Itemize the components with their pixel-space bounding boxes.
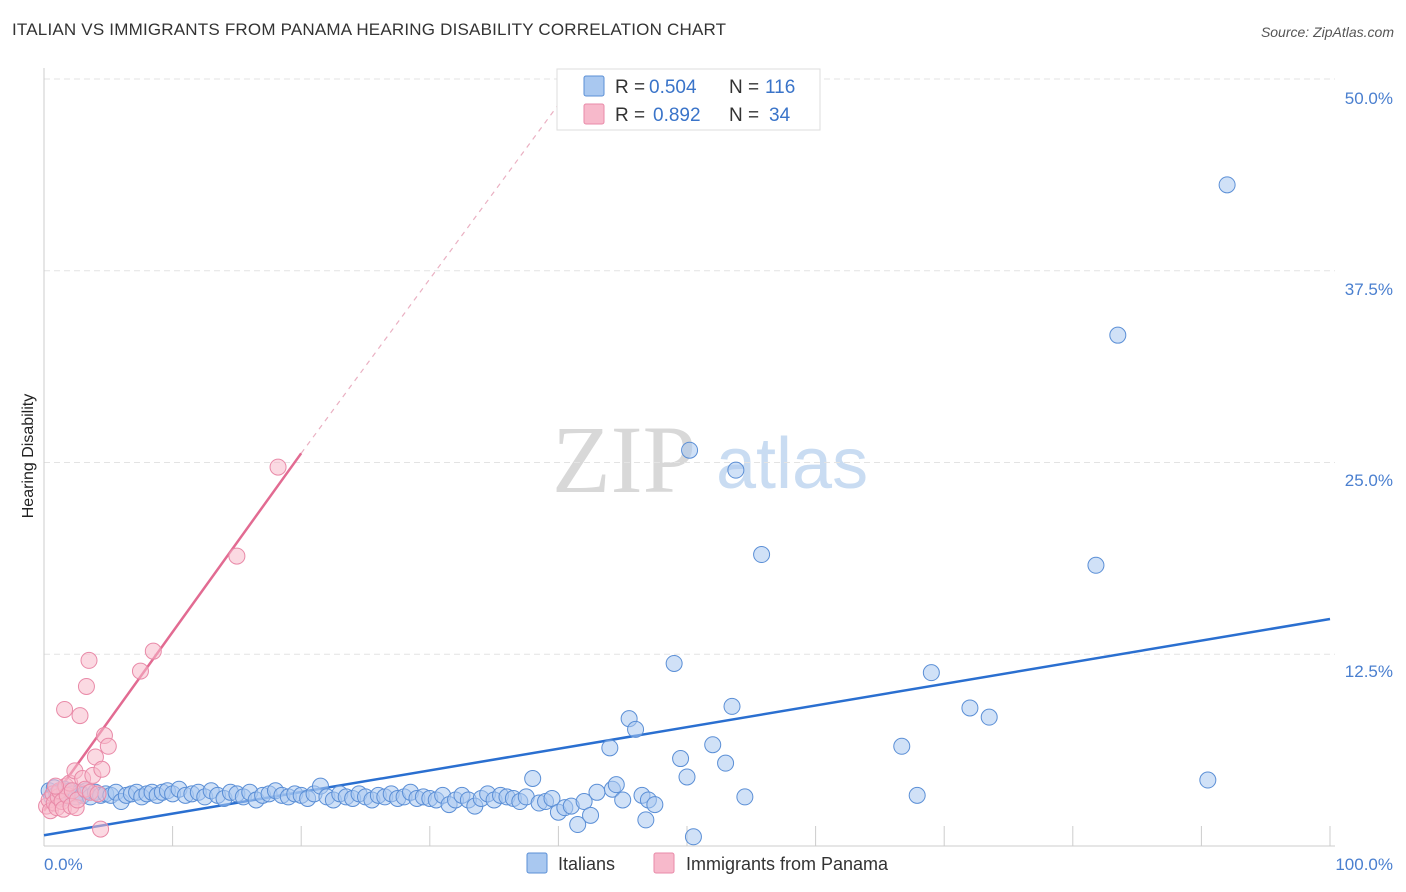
point-italians-117 [753, 546, 771, 564]
point-italians-100 [614, 791, 632, 809]
top-legend: R = 0.504 N = 116 R = 0.892 N = 34 [556, 68, 821, 131]
point-italians-89 [543, 789, 561, 807]
point-italians-116 [736, 788, 754, 806]
legend-swatch-panama [583, 103, 605, 125]
legend-n-value-panama: 34 [769, 105, 791, 126]
chart-source: Source: ZipAtlas.com [1260, 24, 1394, 40]
legend-r-value-panama: 0.892 [653, 105, 701, 126]
point-italians-102 [627, 720, 645, 738]
point-italians-104 [637, 811, 655, 829]
point-panama-36 [47, 777, 65, 795]
point-italians-111 [684, 828, 702, 846]
point-panama-33 [228, 547, 246, 565]
point-italians-118 [893, 737, 911, 755]
point-panama-31 [131, 662, 149, 680]
point-panama-30 [99, 737, 117, 755]
trendline-panama-extension [300, 95, 566, 454]
watermark: ZIP atlas [552, 406, 868, 513]
point-italians-110 [681, 441, 699, 459]
x-tick-layer [172, 826, 1331, 846]
point-panama-27 [89, 785, 107, 803]
point-italians-108 [672, 750, 690, 768]
y-tick-label-37-5: 37.5% [1345, 280, 1393, 299]
bottom-legend-label-italians: Italians [558, 854, 615, 874]
point-italians-114 [723, 697, 741, 715]
bottom-legend-label-panama: Immigrants from Panama [686, 854, 889, 874]
legend-r-label-italians: R = [615, 77, 645, 98]
chart-title: ITALIAN VS IMMIGRANTS FROM PANAMA HEARIN… [12, 20, 727, 39]
point-italians-112 [704, 736, 722, 754]
point-italians-94 [575, 793, 593, 811]
bottom-legend: Italians Immigrants from Panama [526, 852, 889, 874]
point-panama-19 [71, 707, 89, 725]
y-tick-label-25: 25.0% [1345, 471, 1393, 490]
legend-n-value-italians: 116 [765, 77, 795, 98]
bottom-legend-swatch-panama [653, 852, 675, 874]
y-tick-label-12-5: 12.5% [1345, 662, 1393, 681]
point-italians-125 [1199, 771, 1217, 789]
point-italians-86 [524, 770, 542, 788]
legend-r-value-italians: 0.504 [649, 77, 697, 98]
watermark-zip: ZIP [552, 406, 696, 513]
x-tick-label-0: 0.0% [44, 855, 83, 874]
x-tick-label-100: 100.0% [1335, 855, 1393, 874]
point-italians-97 [601, 739, 619, 757]
point-italians-93 [569, 816, 587, 834]
point-panama-35 [92, 820, 110, 838]
point-italians-126 [1218, 176, 1236, 194]
point-italians-121 [961, 699, 979, 717]
point-italians-109 [678, 768, 696, 786]
point-panama-10 [56, 700, 74, 718]
bottom-legend-swatch-italians [526, 852, 548, 874]
point-italians-107 [665, 654, 683, 672]
point-italians-99 [607, 776, 625, 794]
series-italians [40, 176, 1236, 846]
trendline-panama [42, 452, 303, 812]
point-italians-122 [980, 708, 998, 726]
y-tick-labels: 50.0% 37.5% 25.0% 12.5% [1345, 89, 1393, 681]
y-axis-title: Hearing Disability [20, 394, 37, 519]
point-panama-28 [93, 760, 111, 778]
point-panama-32 [144, 642, 162, 660]
legend-n-label-panama: N = [729, 105, 759, 126]
point-panama-23 [80, 651, 98, 669]
point-italians-120 [922, 664, 940, 682]
point-italians-119 [908, 786, 926, 804]
point-panama-22 [77, 677, 95, 695]
legend-n-label-italians: N = [729, 77, 759, 98]
point-italians-123 [1087, 556, 1105, 574]
point-italians-124 [1109, 326, 1127, 344]
y-tick-label-50: 50.0% [1345, 89, 1393, 108]
legend-r-label-panama: R = [615, 105, 645, 126]
legend-swatch-italians [583, 75, 605, 97]
series-panama [38, 458, 287, 838]
point-panama-34 [269, 458, 287, 476]
point-italians-96 [588, 783, 606, 801]
point-italians-106 [646, 796, 664, 814]
point-italians-95 [582, 806, 600, 824]
trendline-italians [43, 617, 1331, 837]
point-italians-115 [727, 461, 745, 479]
point-italians-113 [717, 754, 735, 772]
